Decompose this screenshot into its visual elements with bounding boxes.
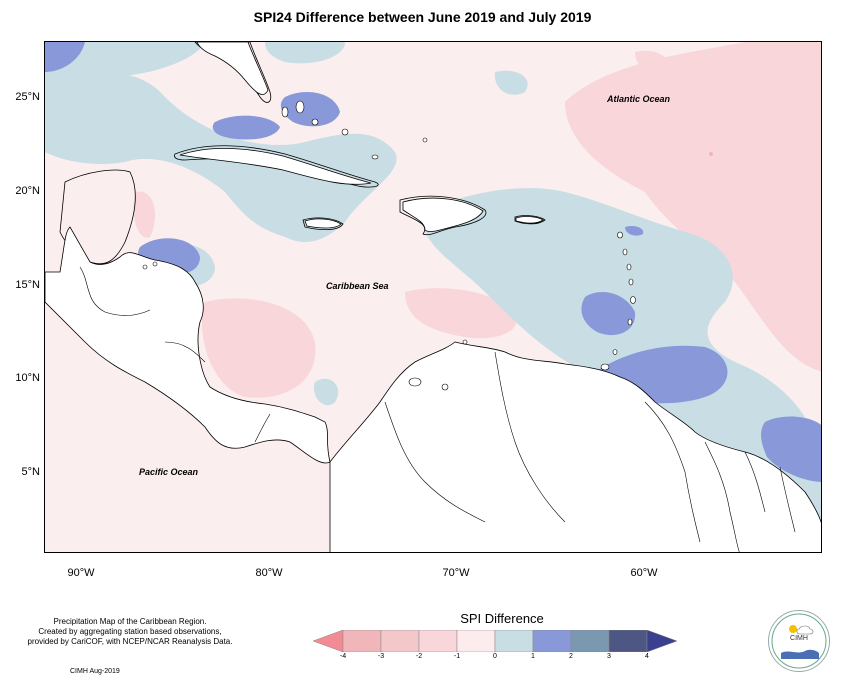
legend-tick: -1: [453, 653, 461, 660]
footer-line-1: Precipitation Map of the Caribbean Regio…: [53, 617, 207, 626]
legend-swatch: [532, 630, 572, 652]
pink-anomaly-atlantic: [565, 42, 821, 372]
legend-title: SPI Difference: [460, 611, 544, 626]
landmass-group: [45, 42, 821, 552]
footer-line-2: Created by aggregating station based obs…: [38, 627, 222, 636]
pacific-ocean-label: Pacific Ocean: [139, 467, 199, 477]
legend-tick: 4: [645, 653, 649, 660]
lat-label-25n: 25°N: [15, 91, 40, 103]
lat-label-5n: 5°N: [21, 466, 40, 478]
legend-tick: 3: [607, 653, 611, 660]
lon-label-80w: 80°W: [255, 567, 283, 579]
lon-label-90w: 90°W: [67, 567, 95, 579]
footer-line-3: provided by CariCOF, with NCEP/NCAR Rean…: [27, 637, 233, 646]
legend-tick: -4: [339, 653, 347, 660]
logo-text: CIMH: [790, 635, 808, 642]
pink-anomaly-central-america: [201, 298, 316, 398]
legend-tick: 2: [569, 653, 573, 660]
logo-emblem-icon: [771, 613, 827, 669]
map-canvas: [45, 42, 821, 552]
map-area: [44, 41, 822, 553]
lon-label-60w: 60°W: [630, 567, 658, 579]
credit-text: CIMH Aug-2019: [70, 668, 120, 675]
legend-swatch: [608, 630, 648, 652]
blue-patch-bahamas: [280, 92, 340, 127]
legend-tick: 0: [493, 653, 497, 660]
atlantic-ocean-label: Atlantic Ocean: [607, 94, 671, 104]
legend-arrow-right: [646, 630, 678, 652]
lat-label-10n: 10°N: [15, 372, 40, 384]
lon-label-70w: 70°W: [442, 567, 470, 579]
map-title: SPI24 Difference between June 2019 and J…: [253, 9, 592, 25]
legend-swatch: [494, 630, 534, 652]
legend-swatch: [456, 630, 496, 652]
legend-swatch: [380, 630, 420, 652]
country-borders: [79, 266, 796, 552]
lesser-antilles-islands: [142, 100, 636, 391]
legend-swatch: [342, 630, 382, 652]
legend-swatch: [418, 630, 458, 652]
cimh-logo: CIMH: [768, 610, 830, 672]
caribbean-sea-label: Caribbean Sea: [326, 281, 389, 291]
footer-description: Precipitation Map of the Caribbean Regio…: [0, 617, 260, 647]
legend-tick: -2: [415, 653, 423, 660]
legend-tick: 1: [531, 653, 535, 660]
legend-arrow-left: [313, 630, 344, 652]
lat-label-20n: 20°N: [15, 185, 40, 197]
lat-label-15n: 15°N: [15, 279, 40, 291]
legend-tick: -3: [377, 653, 385, 660]
legend-colorbar: [313, 630, 678, 652]
legend-swatch: [570, 630, 610, 652]
